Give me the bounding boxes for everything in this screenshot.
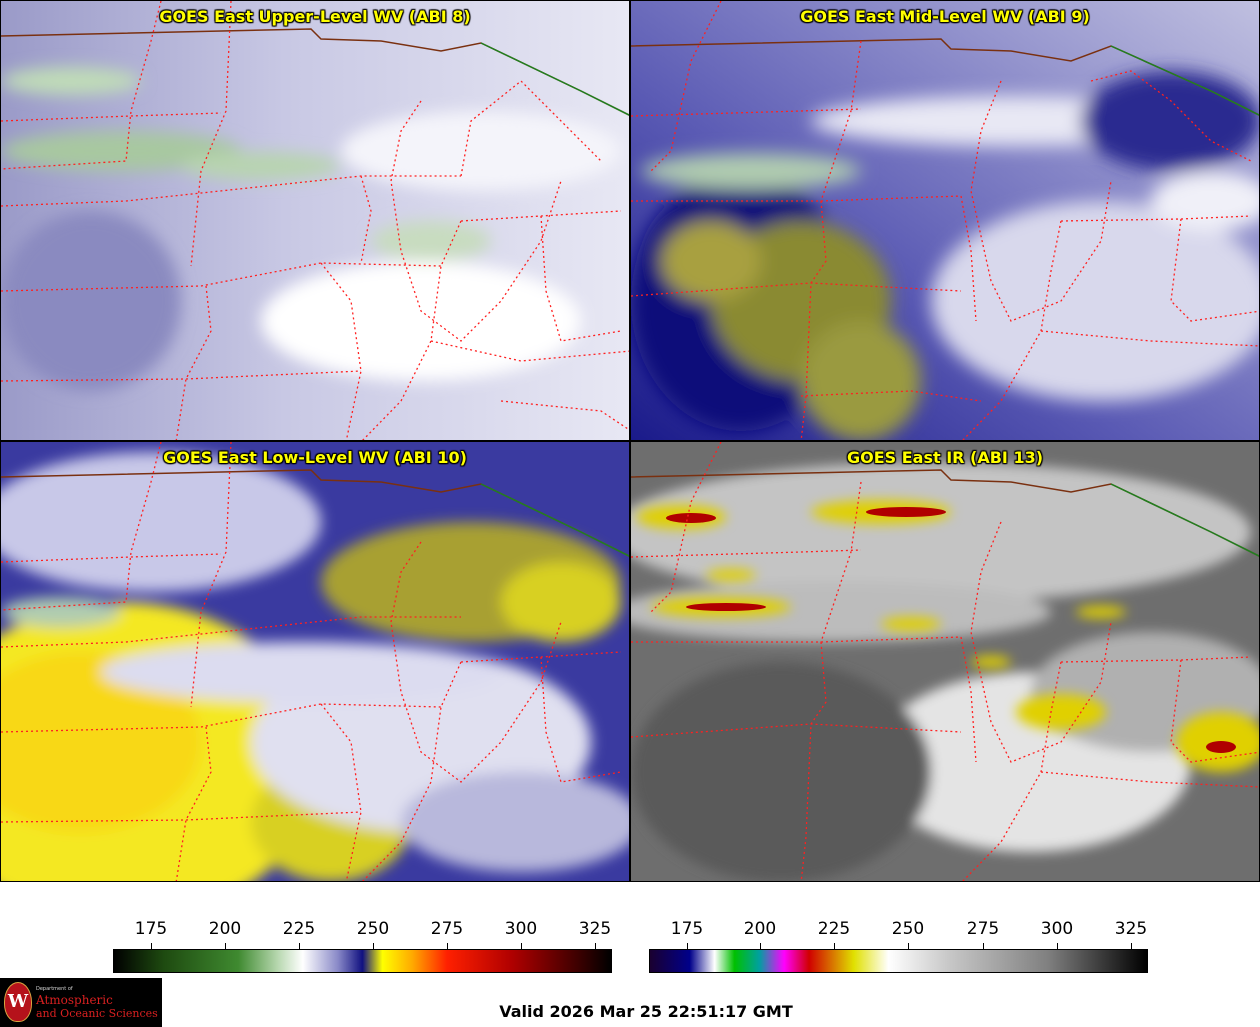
- panel-title: GOES East Low-Level WV (ABI 10): [163, 448, 467, 467]
- colorbar-wv-tick: [299, 943, 300, 949]
- panel-mid-level-wv: GOES East Mid-Level WV (ABI 9): [630, 0, 1260, 441]
- colorbar-wv-tick-label: 200: [208, 919, 242, 939]
- panel-low-level-wv: GOES East Low-Level WV (ABI 10): [0, 441, 630, 882]
- panel-ir: GOES East IR (ABI 13): [630, 441, 1260, 882]
- colorbar-ir-tick: [760, 943, 761, 949]
- colorbar-wv: [113, 949, 612, 973]
- colorbar-ir-tick-label: 300: [1040, 919, 1074, 939]
- colorbar-ir-tick-label: 200: [743, 919, 777, 939]
- logo-line-2: and Oceanic Sciences: [36, 1007, 158, 1020]
- panel-title: GOES East Mid-Level WV (ABI 9): [800, 7, 1090, 26]
- colorbar-wv-tick: [373, 943, 374, 949]
- panel-title: GOES East Upper-Level WV (ABI 8): [159, 7, 471, 26]
- valid-time: Valid 2026 Mar 25 22:51:17 GMT: [499, 1002, 793, 1021]
- colorbar-wv-tick-label: 250: [356, 919, 390, 939]
- panel-upper-level-wv: GOES East Upper-Level WV (ABI 8): [0, 0, 630, 441]
- colorbar-ir-tick-label: 225: [817, 919, 851, 939]
- logo-line-1: Atmospheric: [36, 993, 113, 1007]
- colorbar-ir-tick-label: 250: [891, 919, 925, 939]
- colorbar-wv-tick: [225, 943, 226, 949]
- low-level-wv-image: [1, 442, 629, 881]
- upper-level-wv-image: [1, 1, 629, 440]
- colorbar-wv-tick: [521, 943, 522, 949]
- colorbar-ir: [649, 949, 1148, 973]
- mid-level-wv-image: [631, 1, 1259, 440]
- panel-title: GOES East IR (ABI 13): [846, 448, 1044, 467]
- colorbar-wv-tick-label: 300: [504, 919, 538, 939]
- colorbar-ir-tick: [983, 943, 984, 949]
- colorbar-wv-tick: [447, 943, 448, 949]
- logo-dept-text: Department of: [36, 986, 73, 992]
- colorbar-ir-tick-label: 275: [966, 919, 1000, 939]
- colorbar-ir-tick: [834, 943, 835, 949]
- aos-logo: W Department of Atmospheric and Oceanic …: [0, 978, 162, 1027]
- colorbar-wv-tick: [151, 943, 152, 949]
- colorbar-ir-tick: [687, 943, 688, 949]
- colorbar-ir-tick: [1131, 943, 1132, 949]
- colorbar-wv-tick-label: 225: [282, 919, 316, 939]
- ir-image: [631, 442, 1259, 881]
- colorbar-wv-tick-label: 325: [578, 919, 612, 939]
- colorbar-ir-tick: [1057, 943, 1058, 949]
- colorbar-ir-tick: [908, 943, 909, 949]
- colorbar-wv-tick: [595, 943, 596, 949]
- colorbar-wv-tick-label: 275: [430, 919, 464, 939]
- colorbar-wv-tick-label: 175: [134, 919, 168, 939]
- colorbar-ir-tick-label: 175: [670, 919, 704, 939]
- colorbar-ir-tick-label: 325: [1114, 919, 1148, 939]
- uw-crest-icon: W: [4, 982, 32, 1022]
